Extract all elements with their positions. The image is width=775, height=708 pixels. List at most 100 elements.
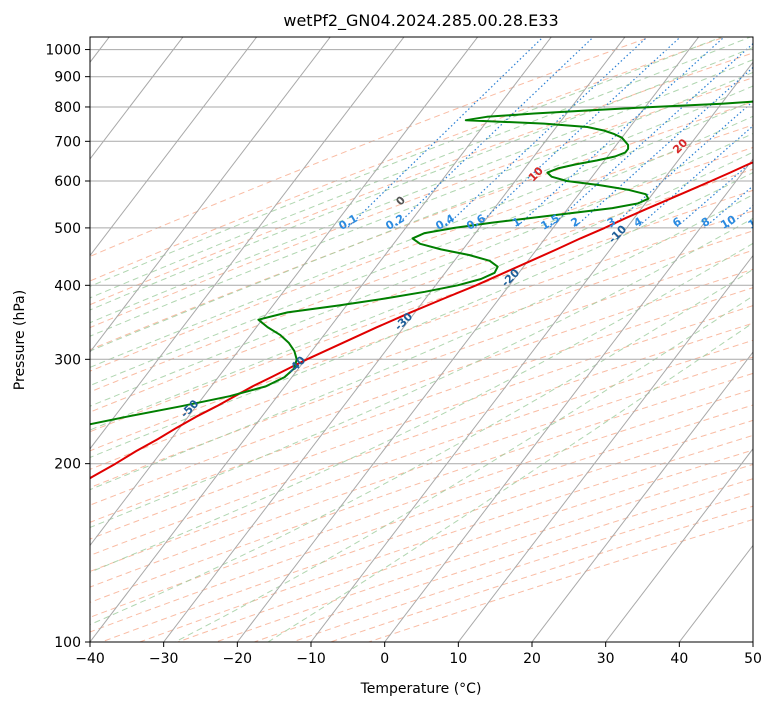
moist-adiabat — [90, 194, 753, 491]
moist-adiabat — [90, 242, 753, 573]
x-tick-label: 10 — [449, 651, 467, 667]
dry-adiabat — [90, 372, 753, 603]
x-tick-label: −10 — [296, 651, 326, 667]
dry-adiabat — [90, 37, 652, 257]
x-tick-label: 50 — [744, 651, 762, 667]
isotherm — [90, 37, 552, 642]
dry-adiabat — [90, 52, 753, 306]
pressure-gridlines — [90, 49, 753, 642]
x-axis-title: Temperature (°C) — [360, 681, 482, 697]
dry-adiabat — [90, 268, 753, 506]
mixing-ratio-label: 13 — [746, 213, 766, 232]
mixing-ratio-line — [573, 66, 753, 229]
moist-adiabat — [90, 268, 753, 626]
dry-adiabat — [90, 305, 753, 540]
x-tick-label: −20 — [223, 651, 253, 667]
isotherm — [90, 37, 184, 160]
x-tick-label: 40 — [670, 651, 688, 667]
moist-adiabat — [267, 322, 753, 642]
moist-adiabat — [90, 71, 753, 337]
x-tick-label: −40 — [75, 651, 105, 667]
dry-adiabat — [90, 168, 753, 413]
moist-adiabat — [90, 99, 753, 368]
mixing-ratio-line — [474, 37, 682, 229]
isotherm — [90, 37, 479, 547]
moist-adiabat — [90, 37, 752, 299]
x-tick-label: 0 — [380, 651, 389, 667]
y-tick-label: 1000 — [45, 43, 81, 59]
isotherm — [90, 37, 258, 257]
isotherm — [457, 254, 753, 642]
dry-adiabat — [290, 492, 753, 642]
dry-adiabat — [90, 230, 753, 470]
mixing-ratio-label: 16 — [768, 213, 775, 232]
moist-adiabat — [90, 59, 753, 324]
dry-adiabat — [176, 449, 753, 642]
isotherm — [531, 351, 753, 642]
isotherm — [90, 37, 331, 353]
isotherm — [605, 447, 753, 642]
mixing-ratio-line — [754, 25, 775, 228]
isotherm-label: -30 — [392, 310, 415, 333]
isotherm — [310, 61, 753, 642]
y-tick-label: 700 — [54, 134, 81, 150]
moist-adiabat — [90, 37, 723, 287]
dry-adiabat — [90, 210, 753, 452]
y-tick-label: 100 — [54, 635, 81, 651]
isotherm — [90, 37, 405, 450]
moist-adiabat — [90, 172, 753, 459]
x-tick-label: 30 — [597, 651, 615, 667]
mixing-ratio-label: 0.4 — [433, 212, 457, 233]
dry-adiabat — [90, 189, 753, 433]
isotherm — [752, 641, 753, 642]
dry-adiabat — [214, 463, 753, 642]
dry-adiabat — [252, 478, 753, 642]
moist-adiabat — [90, 47, 753, 311]
mixing-ratio-line — [346, 37, 545, 229]
y-tick-label: 500 — [54, 221, 81, 237]
dry-adiabat — [90, 101, 753, 351]
y-tick-label: 800 — [54, 100, 81, 116]
dry-adiabat — [90, 249, 753, 489]
mixing-ratio-line — [393, 37, 595, 229]
y-tick-label: 300 — [54, 352, 81, 368]
moist-adiabat — [90, 132, 753, 407]
y-tick-label: 900 — [54, 70, 81, 86]
dry-adiabat — [328, 505, 753, 642]
mixing-ratio-label: 0.2 — [383, 212, 406, 233]
mixing-ratio-line — [609, 100, 753, 229]
y-tick-label: 400 — [54, 278, 81, 294]
dry-adiabat — [90, 124, 753, 372]
isotherm — [163, 37, 626, 642]
dry-adiabat — [90, 322, 753, 556]
dry-adiabat — [90, 356, 753, 588]
dry-adiabat — [90, 339, 753, 572]
x-axis: −40 −30 −20 −10 0 10 20 30 40 50 — [75, 642, 762, 667]
mixing-ratio-line — [703, 185, 753, 229]
dry-adiabat — [90, 77, 753, 329]
y-axis: 1000 900 800 700 600 500 400 300 200 100 — [45, 43, 90, 651]
isotherm-label: -20 — [499, 266, 522, 289]
isotherm-label: -50 — [178, 397, 201, 420]
dry-adiabat — [90, 146, 753, 393]
dry-adiabat-label: 20 — [670, 136, 690, 156]
mixing-ratio-line — [443, 37, 648, 229]
x-tick-label: −30 — [149, 651, 179, 667]
y-tick-label: 200 — [54, 457, 81, 473]
temperature-profile — [90, 161, 753, 480]
dewpoint-profile — [90, 100, 753, 426]
x-tick-label: 20 — [523, 651, 541, 667]
chart-title: wetPf2_GN04.2024.285.00.28.E33 — [283, 11, 558, 31]
moist-adiabat — [90, 85, 753, 352]
dry-adiabat — [90, 287, 753, 523]
moist-adiabat — [90, 115, 753, 387]
dry-adiabat — [367, 518, 753, 642]
moist-adiabat — [90, 151, 753, 431]
dry-adiabat — [90, 388, 753, 618]
mixing-ratio-label: 0.6 — [464, 212, 488, 233]
y-axis-title: Pressure (hPa) — [12, 290, 28, 390]
isotherm — [384, 158, 753, 642]
background-lines — [90, 25, 775, 642]
